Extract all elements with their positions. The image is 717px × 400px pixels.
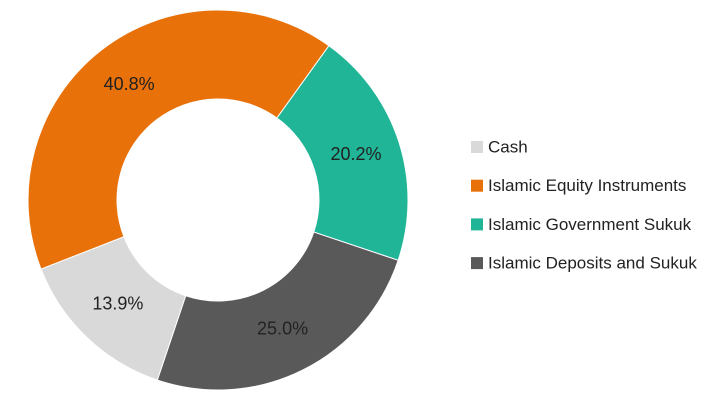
legend-swatch bbox=[471, 257, 483, 270]
legend-label: Islamic Equity Instruments bbox=[488, 176, 686, 195]
legend-swatch bbox=[471, 141, 483, 153]
legend-swatch bbox=[471, 218, 483, 231]
slice bbox=[27, 9, 330, 270]
legend-label: Islamic Deposits and Sukuk bbox=[488, 254, 697, 273]
value-label: 20.2% bbox=[330, 144, 381, 164]
value-label: 25.0% bbox=[257, 319, 308, 339]
legend-swatch bbox=[471, 179, 483, 192]
slice bbox=[156, 231, 399, 391]
value-label: 40.8% bbox=[104, 74, 155, 94]
slice bbox=[276, 45, 409, 261]
legend-label: Islamic Government Sukuk bbox=[488, 215, 692, 234]
legend-label: Cash bbox=[488, 137, 528, 156]
value-label: 13.9% bbox=[92, 294, 143, 314]
